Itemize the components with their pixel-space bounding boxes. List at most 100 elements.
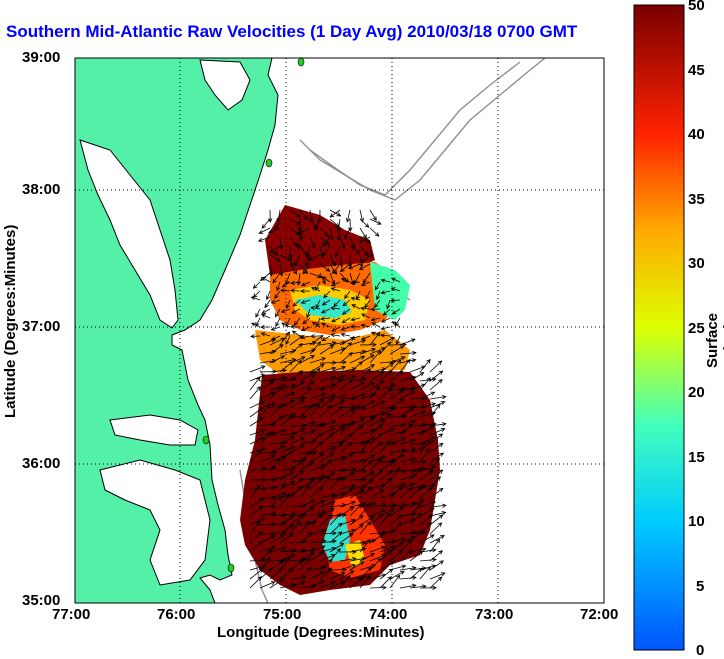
velocity-vector-head — [411, 419, 416, 424]
velocity-vector — [359, 516, 374, 526]
velocity-vector — [319, 532, 337, 535]
velocity-vector — [262, 276, 271, 283]
velocity-vector — [386, 299, 391, 309]
velocity-vector — [369, 368, 386, 373]
velocity-vector-head — [321, 279, 326, 285]
velocity-vector — [349, 355, 365, 364]
velocity-vector — [289, 254, 293, 267]
velocity-vector — [269, 254, 281, 262]
velocity-vector-head — [309, 552, 315, 557]
velocity-vector — [359, 437, 375, 445]
velocity-vector-head — [428, 470, 434, 475]
velocity-vector-head — [401, 564, 407, 569]
velocity-vector-head — [351, 304, 357, 309]
velocity-vector-head — [306, 557, 311, 562]
velocity-vector-head — [288, 568, 294, 574]
velocity-vector-head — [308, 532, 313, 537]
velocity-vector-head — [312, 450, 317, 455]
velocity-vector-head — [290, 399, 295, 404]
velocity-vector-head — [285, 493, 291, 499]
velocity-vector — [249, 407, 264, 418]
velocity-vector-head — [261, 276, 267, 281]
velocity-vector — [289, 521, 301, 535]
velocity-vector — [344, 227, 351, 240]
velocity-vector-head — [272, 531, 277, 537]
velocity-vector — [329, 272, 335, 285]
velocity-vector — [429, 370, 443, 382]
velocity-vector — [285, 272, 291, 285]
velocity-vector-head — [426, 566, 431, 571]
velocity-vector — [259, 339, 276, 346]
velocity-vector-head — [315, 322, 320, 328]
velocity-vector-head — [379, 380, 385, 385]
velocity-vector-head — [340, 580, 346, 585]
velocity-vector-head — [366, 368, 371, 373]
velocity-vector-head — [430, 391, 436, 396]
velocity-vector — [319, 446, 335, 454]
velocity-vector-head — [380, 400, 386, 405]
velocity-vector — [333, 299, 341, 307]
velocity-vector — [381, 317, 391, 323]
velocity-vector — [419, 514, 433, 526]
velocity-vector — [309, 209, 313, 222]
velocity-vector-head — [300, 299, 306, 304]
velocity-vector-head — [391, 492, 397, 497]
velocity-vector-head — [255, 313, 260, 318]
velocity-vector — [339, 507, 354, 517]
velocity-vector-head — [296, 221, 302, 226]
velocity-vector-head — [315, 403, 321, 409]
velocity-vector-head — [398, 514, 404, 519]
velocity-vector-head — [411, 501, 417, 506]
velocity-vector — [269, 476, 286, 481]
velocity-vector — [299, 585, 316, 589]
velocity-vector-head — [359, 561, 365, 566]
velocity-vector — [329, 456, 346, 463]
velocity-vector-head — [348, 352, 353, 357]
velocity-vector — [319, 581, 335, 589]
velocity-vector — [319, 263, 330, 272]
velocity-vector — [359, 400, 375, 409]
velocity-vector — [429, 360, 442, 373]
velocity-vector — [319, 345, 334, 355]
velocity-vector — [329, 548, 341, 562]
velocity-vector-head — [342, 301, 348, 307]
velocity-vector — [331, 326, 341, 332]
velocity-vector-head — [311, 243, 316, 249]
velocity-vector-head — [428, 487, 433, 492]
velocity-vector-head — [364, 223, 370, 228]
velocity-vector-head — [391, 529, 397, 534]
velocity-vector — [359, 564, 376, 571]
velocity-vector — [390, 299, 401, 302]
velocity-vector — [359, 254, 363, 267]
velocity-vector — [249, 576, 262, 589]
velocity-vector — [379, 477, 392, 490]
velocity-vector — [379, 407, 394, 418]
velocity-vector — [249, 417, 264, 427]
velocity-vector — [309, 399, 324, 409]
velocity-vector — [319, 420, 336, 427]
velocity-vector-head — [299, 399, 305, 404]
velocity-vector-head — [321, 242, 327, 247]
velocity-vector — [371, 332, 381, 337]
velocity-vector-head — [386, 440, 391, 445]
velocity-vector-head — [401, 448, 407, 453]
velocity-vector — [309, 529, 326, 535]
velocity-vector — [339, 422, 351, 436]
velocity-vector — [329, 543, 344, 553]
velocity-vector-head — [362, 234, 367, 239]
velocity-vector — [269, 355, 285, 364]
velocity-vector — [429, 505, 446, 508]
velocity-vector — [269, 369, 286, 373]
velocity-vector — [279, 557, 291, 571]
velocity-vector — [299, 386, 311, 400]
velocity-vector — [319, 383, 336, 391]
velocity-vector-head — [350, 336, 355, 341]
velocity-vector — [369, 546, 386, 553]
velocity-vector-head — [361, 392, 366, 397]
delaware-bay — [199, 59, 251, 111]
velocity-vector-head — [348, 533, 354, 538]
velocity-vector-head — [341, 455, 347, 460]
velocity-vector — [409, 467, 422, 481]
velocity-vector-head — [277, 386, 282, 392]
velocity-vector — [279, 236, 282, 249]
